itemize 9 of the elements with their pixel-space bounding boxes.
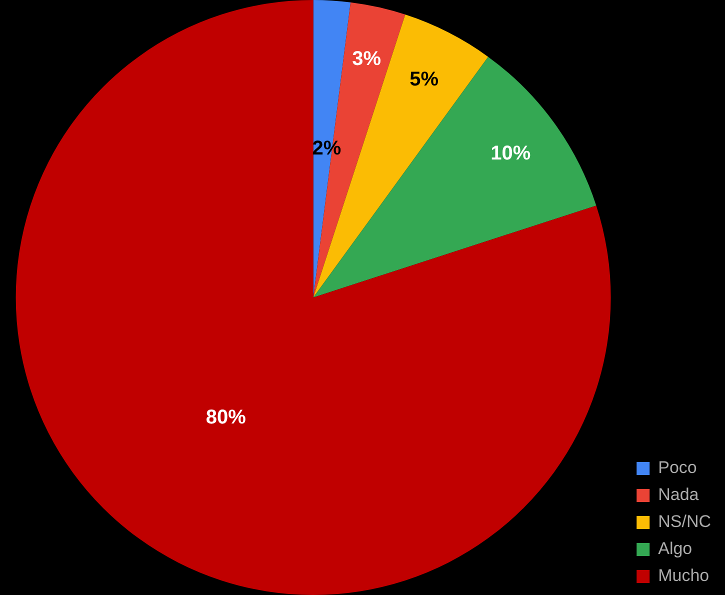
data-label: 80% (206, 406, 246, 428)
legend-label: Poco (658, 458, 697, 478)
legend-label: Nada (658, 485, 700, 504)
legend-label: Mucho (658, 566, 710, 586)
legend-label: NS/NC (658, 512, 712, 532)
data-label: 3% (352, 48, 382, 70)
data-label: 5% (410, 68, 439, 91)
legend-label: Algo (658, 539, 692, 558)
data-label: 10% (490, 142, 531, 165)
